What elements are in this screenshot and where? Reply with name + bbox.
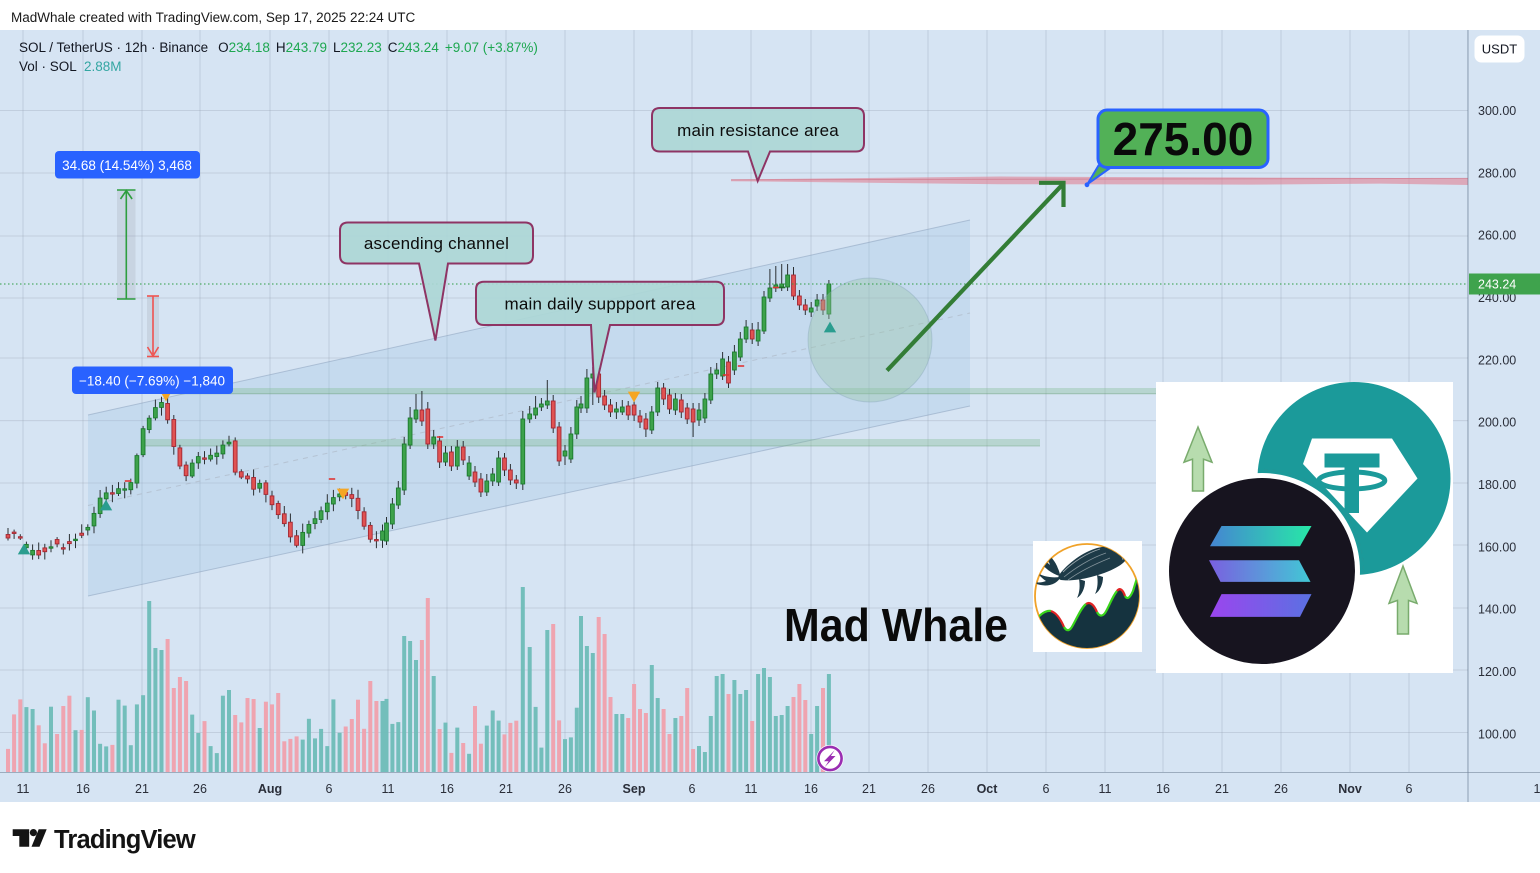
svg-text:11: 11 — [1099, 782, 1112, 796]
svg-text:6: 6 — [1043, 782, 1050, 796]
svg-text:16: 16 — [1156, 782, 1170, 796]
svg-text:243.24: 243.24 — [1478, 278, 1516, 292]
svg-text:34.68 (14.54%) 3,468: 34.68 (14.54%) 3,468 — [62, 158, 192, 173]
svg-text:26: 26 — [1274, 782, 1288, 796]
svg-text:280.00: 280.00 — [1478, 166, 1516, 180]
svg-text:11: 11 — [382, 782, 395, 796]
svg-text:6: 6 — [326, 782, 333, 796]
svg-text:26: 26 — [921, 782, 935, 796]
svg-text:USDT: USDT — [1482, 42, 1517, 57]
svg-text:260.00: 260.00 — [1478, 229, 1516, 243]
svg-text:6: 6 — [1406, 782, 1413, 796]
svg-text:1: 1 — [1534, 782, 1540, 796]
svg-text:11: 11 — [745, 782, 758, 796]
svg-text:16: 16 — [76, 782, 90, 796]
svg-text:275.00: 275.00 — [1113, 113, 1254, 165]
svg-text:220.00: 220.00 — [1478, 353, 1516, 367]
svg-text:120.00: 120.00 — [1478, 665, 1516, 679]
svg-text:SOL / TetherUS · 12h · Binance: SOL / TetherUS · 12h · Binance O234.18 H24… — [19, 40, 538, 55]
svg-text:Mad Whale: Mad Whale — [784, 599, 1008, 651]
svg-text:−18.40 (−7.69%) −1,840: −18.40 (−7.69%) −1,840 — [79, 374, 225, 389]
svg-text:300.00: 300.00 — [1478, 104, 1516, 118]
svg-text:11: 11 — [17, 782, 30, 796]
svg-text:21: 21 — [135, 782, 149, 796]
svg-text:2.88M: 2.88M — [84, 59, 122, 74]
svg-text:main daily suppport area: main daily suppport area — [505, 294, 696, 313]
svg-text:200.00: 200.00 — [1478, 416, 1516, 430]
svg-text:Aug: Aug — [258, 782, 282, 796]
svg-text:180.00: 180.00 — [1478, 478, 1516, 492]
svg-text:16: 16 — [440, 782, 454, 796]
svg-text:21: 21 — [499, 782, 513, 796]
svg-text:ascending channel: ascending channel — [364, 234, 509, 253]
svg-text:26: 26 — [193, 782, 207, 796]
svg-text:TradingView: TradingView — [54, 826, 196, 854]
svg-text:140.00: 140.00 — [1478, 603, 1516, 617]
svg-text:main resistance area: main resistance area — [677, 121, 839, 140]
svg-text:21: 21 — [862, 782, 876, 796]
svg-text:6: 6 — [689, 782, 696, 796]
svg-text:100.00: 100.00 — [1478, 727, 1516, 741]
svg-text:Oct: Oct — [977, 782, 999, 796]
svg-text:Nov: Nov — [1338, 782, 1362, 796]
svg-text:Vol · SOL: Vol · SOL — [19, 59, 77, 74]
svg-text:26: 26 — [558, 782, 572, 796]
svg-text:MadWhale created with TradingV: MadWhale created with TradingView.com, S… — [11, 10, 415, 25]
svg-text:16: 16 — [804, 782, 818, 796]
svg-text:21: 21 — [1215, 782, 1229, 796]
svg-text:160.00: 160.00 — [1478, 540, 1516, 554]
svg-text:Sep: Sep — [623, 782, 646, 796]
